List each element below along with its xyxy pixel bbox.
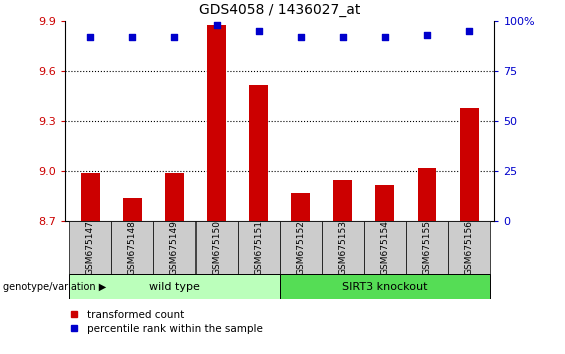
Text: GSM675150: GSM675150 [212, 220, 221, 275]
Text: GSM675152: GSM675152 [296, 220, 305, 275]
Bar [280, 274, 490, 299]
Bar [460, 108, 479, 221]
Bar [364, 221, 406, 274]
Bar [333, 179, 353, 221]
Bar [448, 221, 490, 274]
Text: GSM675148: GSM675148 [128, 220, 137, 275]
Bar [238, 221, 280, 274]
Bar [280, 221, 321, 274]
Point [464, 28, 473, 34]
Text: GSM675154: GSM675154 [380, 220, 389, 275]
Bar [111, 221, 153, 274]
Bar [406, 221, 448, 274]
Point [338, 34, 347, 40]
Bar [195, 221, 237, 274]
Bar [154, 221, 195, 274]
Text: GSM675153: GSM675153 [338, 220, 347, 275]
Point [423, 33, 432, 38]
Text: GSM675155: GSM675155 [423, 220, 432, 275]
Point [128, 34, 137, 40]
Text: wild type: wild type [149, 282, 200, 292]
Point [296, 34, 305, 40]
Bar [123, 198, 142, 221]
Text: GSM675151: GSM675151 [254, 220, 263, 275]
Bar [207, 24, 226, 221]
Bar [291, 193, 310, 221]
Text: GSM675156: GSM675156 [464, 220, 473, 275]
Bar [376, 184, 394, 221]
Bar [81, 173, 99, 221]
Title: GDS4058 / 1436027_at: GDS4058 / 1436027_at [199, 4, 360, 17]
Point [254, 28, 263, 34]
Bar [165, 173, 184, 221]
Bar [69, 221, 111, 274]
Legend: transformed count, percentile rank within the sample: transformed count, percentile rank withi… [70, 310, 263, 334]
Bar [249, 85, 268, 221]
Text: genotype/variation ▶: genotype/variation ▶ [3, 282, 106, 292]
Point [212, 22, 221, 28]
Point [170, 34, 179, 40]
Bar [418, 168, 437, 221]
Point [380, 34, 389, 40]
Text: SIRT3 knockout: SIRT3 knockout [342, 282, 428, 292]
Bar [322, 221, 364, 274]
Text: GSM675147: GSM675147 [86, 220, 95, 275]
Bar [69, 274, 280, 299]
Point [86, 34, 95, 40]
Text: GSM675149: GSM675149 [170, 220, 179, 275]
